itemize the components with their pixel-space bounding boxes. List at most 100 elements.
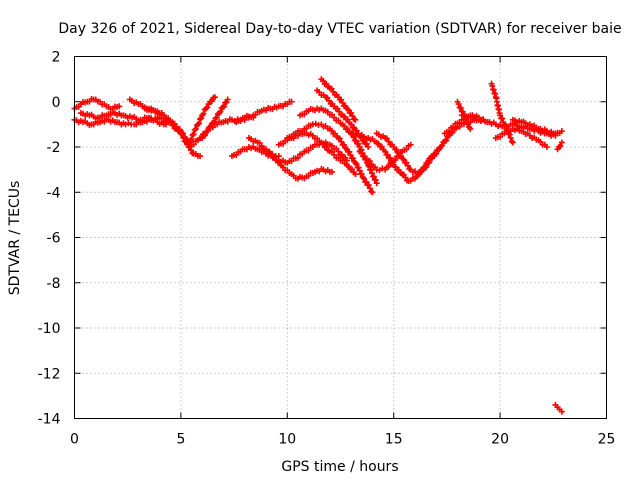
data-point xyxy=(394,149,401,156)
data-point xyxy=(352,116,359,123)
data-point xyxy=(509,139,516,146)
data-point xyxy=(187,137,194,144)
data-point xyxy=(213,114,220,121)
data-point xyxy=(356,167,363,174)
data-point xyxy=(363,140,370,147)
y-tick-label: -4 xyxy=(47,185,61,201)
data-point xyxy=(423,164,430,171)
data-point xyxy=(392,163,399,170)
data-point xyxy=(373,180,380,187)
data-point xyxy=(366,158,373,165)
y-axis-ticks: 2 0 -2 -4 -6 -8 -10 -12 -14 xyxy=(38,50,607,428)
data-points xyxy=(71,76,565,415)
y-axis-label: SDTVAR / TECUs xyxy=(7,181,23,296)
data-point xyxy=(378,143,385,150)
x-tick-label: 5 xyxy=(176,432,185,448)
data-point xyxy=(341,123,348,130)
data-point xyxy=(338,138,345,145)
data-point xyxy=(457,104,464,111)
data-point xyxy=(502,123,509,130)
data-point xyxy=(288,98,295,105)
data-point xyxy=(344,126,351,133)
y-tick-label: 2 xyxy=(52,50,61,66)
data-point xyxy=(368,161,375,168)
data-point xyxy=(455,101,462,108)
data-point xyxy=(355,164,362,171)
data-point xyxy=(190,141,197,148)
data-point xyxy=(370,173,377,180)
data-point xyxy=(336,108,343,115)
data-point xyxy=(506,131,513,138)
data-point xyxy=(294,154,301,161)
x-tick-label: 25 xyxy=(598,432,616,448)
data-point xyxy=(383,135,390,142)
data-point xyxy=(189,132,196,139)
x-axis-label: GPS time / hours xyxy=(281,459,398,475)
data-point xyxy=(348,121,355,128)
data-point xyxy=(192,125,199,132)
data-point xyxy=(366,185,373,192)
data-point xyxy=(349,113,356,120)
data-point xyxy=(400,156,407,163)
data-point xyxy=(404,162,411,169)
data-point xyxy=(163,121,170,128)
data-point xyxy=(385,138,392,145)
x-tick-label: 20 xyxy=(491,432,509,448)
data-point xyxy=(344,116,351,123)
data-point xyxy=(557,142,564,149)
data-point xyxy=(221,103,228,110)
data-point xyxy=(433,150,440,157)
data-point xyxy=(403,146,410,153)
data-point xyxy=(368,170,375,177)
data-point xyxy=(392,156,399,163)
data-point xyxy=(349,155,356,162)
data-point xyxy=(194,121,201,128)
data-point xyxy=(426,159,433,166)
data-point xyxy=(403,159,410,166)
data-point xyxy=(341,113,348,120)
data-point xyxy=(190,131,197,138)
plot-frame xyxy=(74,56,607,419)
data-point xyxy=(348,166,355,173)
data-point xyxy=(338,96,345,103)
data-point xyxy=(188,147,195,154)
data-point xyxy=(543,144,550,150)
data-point xyxy=(339,99,346,106)
data-point xyxy=(328,127,335,134)
data-point xyxy=(449,129,456,136)
data-point xyxy=(443,137,450,144)
data-point xyxy=(355,140,362,147)
data-point xyxy=(461,113,468,120)
x-tick-label: 0 xyxy=(70,432,79,448)
data-point xyxy=(197,153,204,160)
data-point xyxy=(348,109,355,116)
data-point xyxy=(484,119,491,126)
data-point xyxy=(323,80,330,87)
data-point xyxy=(347,152,354,159)
data-point xyxy=(365,182,372,189)
data-point xyxy=(463,116,470,123)
y-tick-label: -2 xyxy=(47,140,61,156)
data-point xyxy=(217,108,224,115)
data-point xyxy=(320,141,327,148)
data-point xyxy=(558,408,565,415)
data-point xyxy=(499,115,506,122)
data-point xyxy=(508,138,515,145)
data-point xyxy=(328,168,335,175)
data-point xyxy=(558,128,565,135)
data-point xyxy=(208,98,215,105)
data-point xyxy=(361,153,368,160)
data-point xyxy=(363,178,370,185)
data-point xyxy=(465,120,472,127)
data-point xyxy=(360,175,367,182)
data-point xyxy=(375,140,382,147)
y-tick-label: -8 xyxy=(47,276,61,292)
data-point xyxy=(180,130,187,137)
data-point xyxy=(324,94,331,101)
data-point xyxy=(385,163,392,170)
data-point xyxy=(198,115,205,122)
data-point xyxy=(429,155,436,162)
data-point xyxy=(323,144,330,151)
data-point xyxy=(500,119,507,126)
